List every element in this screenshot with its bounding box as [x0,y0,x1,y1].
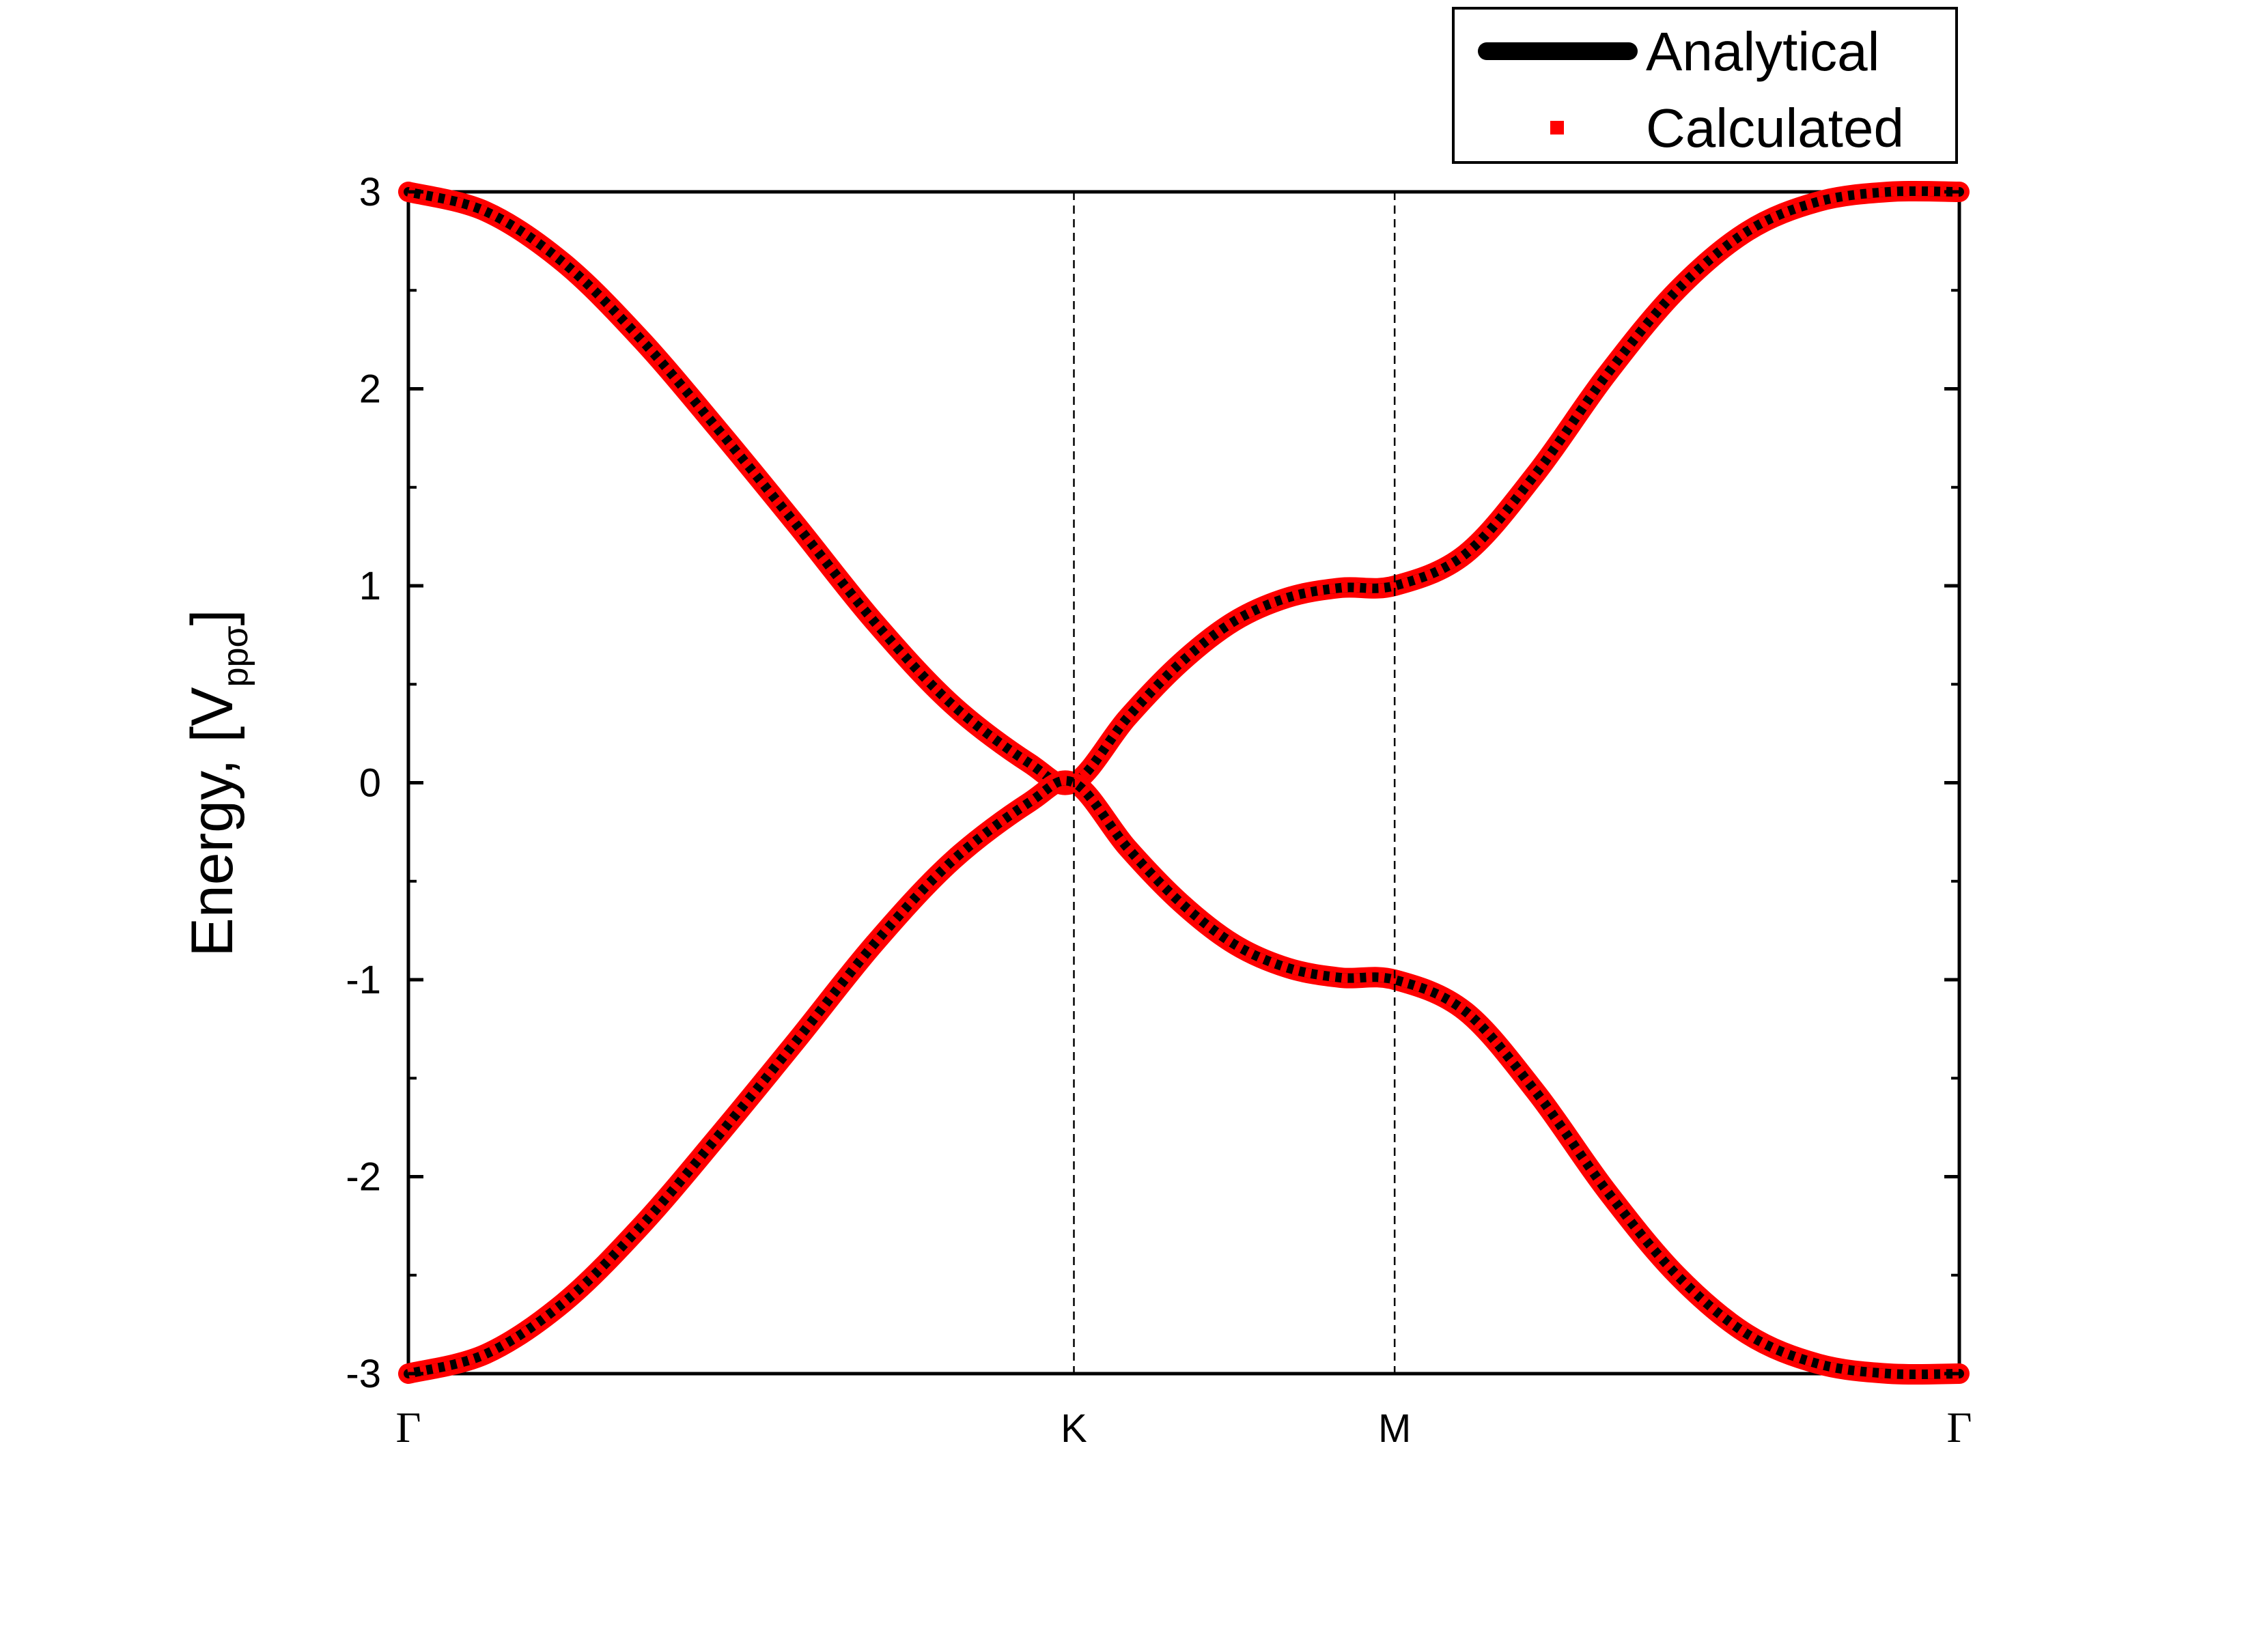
y-axis-label-prefix: Energy, [V [180,687,245,956]
legend: Analytical Calculated [1452,7,1958,164]
y-axis-label-suffix: ] [180,610,245,626]
plot-frame [406,190,1961,1376]
calculated-band-lower-markers [407,776,1960,1380]
y-tick-label: 3 [359,170,381,214]
y-tick-label: 0 [359,761,381,806]
y-tick-label: -3 [346,1352,381,1396]
legend-analytical-label: Analytical [1646,21,1879,82]
calculated-band-lower-outline [398,770,1970,1385]
y-tick-label: -2 [346,1155,381,1200]
x-tick-label: Γ [1947,1403,1972,1451]
y-axis-label: Energy, [Vppσ] [180,610,255,957]
high-symmetry-lines [1073,192,1396,1374]
y-tick-label: -1 [346,958,381,1002]
svg-text:Energy, [Vppσ]: Energy, [Vppσ] [180,610,255,957]
calculated-band-upper-markers [407,186,1960,790]
x-tick-label: M [1378,1406,1411,1451]
y-tick-label: 2 [359,367,381,412]
analytical-band-upper [404,186,1964,790]
y-axis-ticks: -3 -2 -1 0 1 2 3 [346,170,1959,1396]
x-tick-label: Γ [396,1403,421,1451]
analytical-band-lower [404,776,1964,1380]
y-tick-label: 1 [359,564,381,608]
legend-box [1452,7,1958,164]
data-layer [398,180,1970,1385]
legend-calculated-swatch [1550,121,1564,134]
calculated-band-upper-outline [398,180,1970,795]
y-axis-label-subscript: ppσ [216,625,255,687]
x-tick-label: K [1061,1406,1087,1451]
legend-calculated-label: Calculated [1646,98,1904,158]
